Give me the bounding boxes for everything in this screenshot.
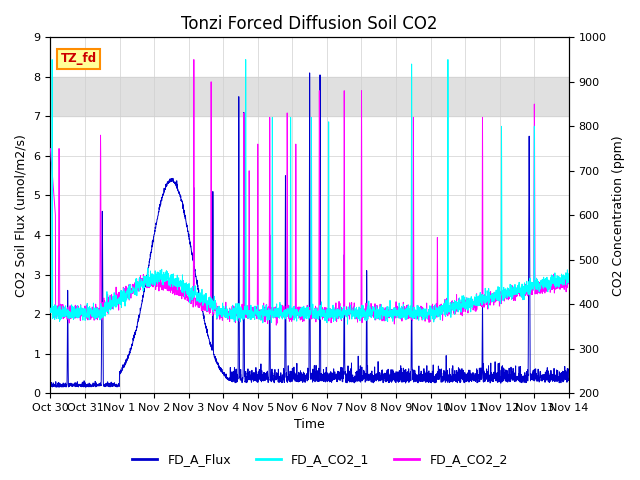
Text: TZ_fd: TZ_fd	[61, 52, 97, 65]
Bar	[51, 77, 569, 116]
Title: Tonzi Forced Diffusion Soil CO2: Tonzi Forced Diffusion Soil CO2	[181, 15, 438, 33]
Legend: FD_A_Flux, FD_A_CO2_1, FD_A_CO2_2: FD_A_Flux, FD_A_CO2_1, FD_A_CO2_2	[127, 448, 513, 471]
Y-axis label: CO2 Soil Flux (umol/m2/s): CO2 Soil Flux (umol/m2/s)	[15, 134, 28, 297]
Y-axis label: CO2 Concentration (ppm): CO2 Concentration (ppm)	[612, 135, 625, 296]
X-axis label: Time: Time	[294, 419, 325, 432]
